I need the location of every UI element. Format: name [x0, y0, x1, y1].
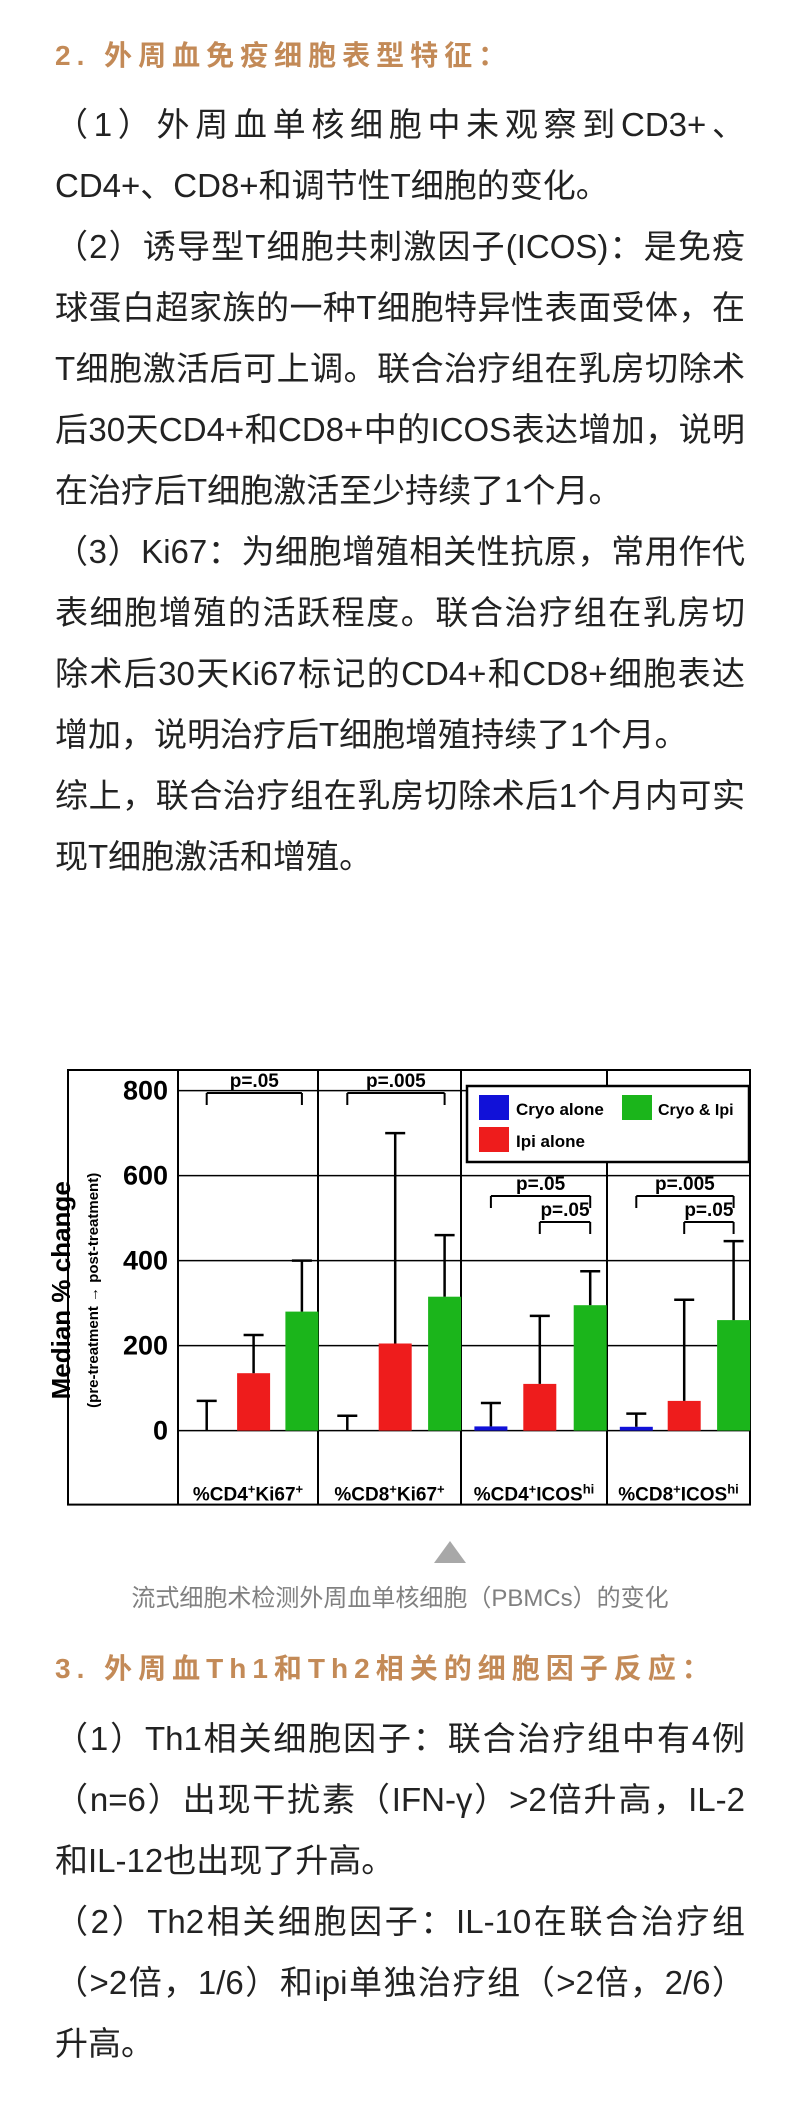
svg-text:Median % change: Median % change — [50, 1182, 76, 1400]
svg-text:600: 600 — [123, 1161, 168, 1191]
svg-text:Cryo & Ipi: Cryo & Ipi — [658, 1102, 734, 1119]
svg-text:800: 800 — [123, 1076, 168, 1106]
svg-text:Ipi alone: Ipi alone — [516, 1132, 585, 1151]
svg-text:(pre-treatment → post-treatmen: (pre-treatment → post-treatment) — [85, 1173, 102, 1408]
svg-text:Cryo alone: Cryo alone — [516, 1100, 604, 1119]
svg-text:p=.005: p=.005 — [366, 1071, 426, 1092]
svg-text:p=.05: p=.05 — [684, 1200, 734, 1221]
svg-text:p=.05: p=.05 — [230, 1071, 280, 1092]
svg-text:p=.05: p=.05 — [516, 1174, 566, 1195]
svg-text:200: 200 — [123, 1331, 168, 1361]
svg-text:400: 400 — [123, 1246, 168, 1276]
svg-text:p=.05: p=.05 — [540, 1200, 590, 1221]
svg-text:p=.005: p=.005 — [655, 1174, 715, 1195]
svg-text:0: 0 — [153, 1416, 168, 1446]
